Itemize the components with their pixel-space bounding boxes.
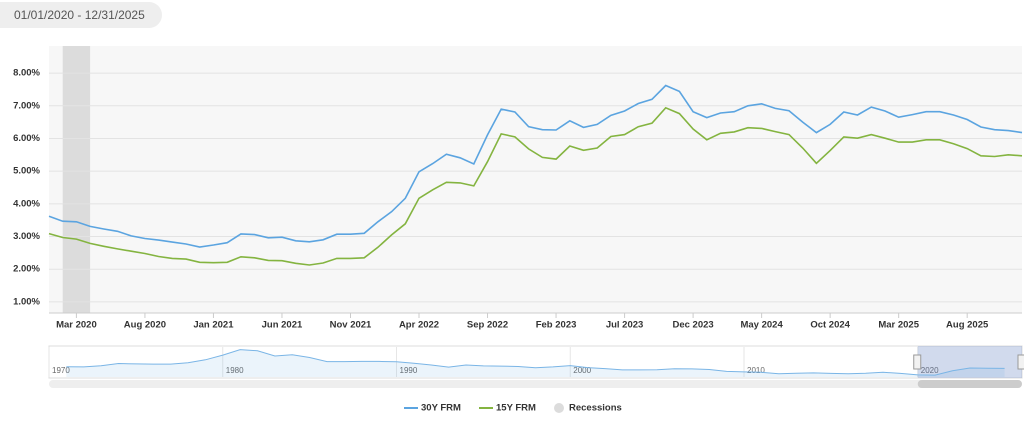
legend-item[interactable]: 15Y FRM [479, 403, 536, 414]
navigator-tick-label: 1990 [400, 366, 418, 375]
y-tick-label: 7.00% [13, 100, 40, 111]
y-tick-label: 1.00% [13, 296, 40, 307]
legend-label: Recessions [569, 403, 622, 414]
x-tick-label: Dec 2023 [672, 320, 713, 331]
navigator-tick-label: 2020 [921, 366, 939, 375]
navigator-line [66, 349, 1005, 376]
x-tick-label: Oct 2024 [810, 320, 850, 331]
scrollbar[interactable] [49, 380, 1022, 388]
navigator-handle[interactable] [1017, 354, 1024, 370]
x-tick-label: May 2024 [740, 320, 783, 331]
y-tick-label: 3.00% [13, 231, 40, 242]
scroll-thumb[interactable] [917, 380, 1022, 388]
navigator-handle[interactable] [913, 354, 922, 370]
x-tick-label: Jul 2023 [606, 320, 644, 331]
series-line [48, 84, 1023, 248]
date-range[interactable]: 01/01/2020 - 12/31/2025 [0, 2, 162, 28]
y-tick-label: 4.00% [13, 198, 40, 209]
navigator-tick-label: 1970 [52, 366, 70, 375]
legend-label: 15Y FRM [496, 403, 536, 414]
legend-label: 30Y FRM [421, 403, 461, 414]
x-tick-label: Aug 2020 [124, 320, 166, 331]
legend-swatch [554, 403, 564, 413]
y-tick-label: 5.00% [13, 166, 40, 177]
recession-band [62, 46, 91, 313]
x-tick-label: Sep 2022 [467, 320, 508, 331]
x-tick-label: Mar 2020 [56, 320, 97, 331]
navigator-tick-label: 2000 [573, 366, 591, 375]
plot-area [49, 46, 1022, 313]
y-tick-label: 6.00% [13, 133, 40, 144]
x-tick-label: Feb 2023 [536, 320, 577, 331]
legend-item[interactable]: 30Y FRM [404, 403, 461, 414]
x-tick-label: Nov 2021 [330, 320, 372, 331]
navigator-tick-label: 2010 [747, 366, 765, 375]
y-tick-label: 2.00% [13, 264, 40, 275]
navigator [48, 345, 1023, 379]
x-tick-label: Aug 2025 [946, 320, 989, 331]
navigator-tick-label: 1980 [226, 366, 244, 375]
x-tick-label: Jan 2021 [193, 320, 234, 331]
x-tick-label: Mar 2025 [878, 320, 919, 331]
series-line [48, 106, 1023, 266]
navigator-selection[interactable] [917, 346, 1022, 378]
x-tick-label: Apr 2022 [399, 320, 439, 331]
y-tick-label: 8.00% [13, 68, 40, 79]
x-tick-label: Jun 2021 [262, 320, 303, 331]
legend-item[interactable]: Recessions [554, 403, 622, 414]
